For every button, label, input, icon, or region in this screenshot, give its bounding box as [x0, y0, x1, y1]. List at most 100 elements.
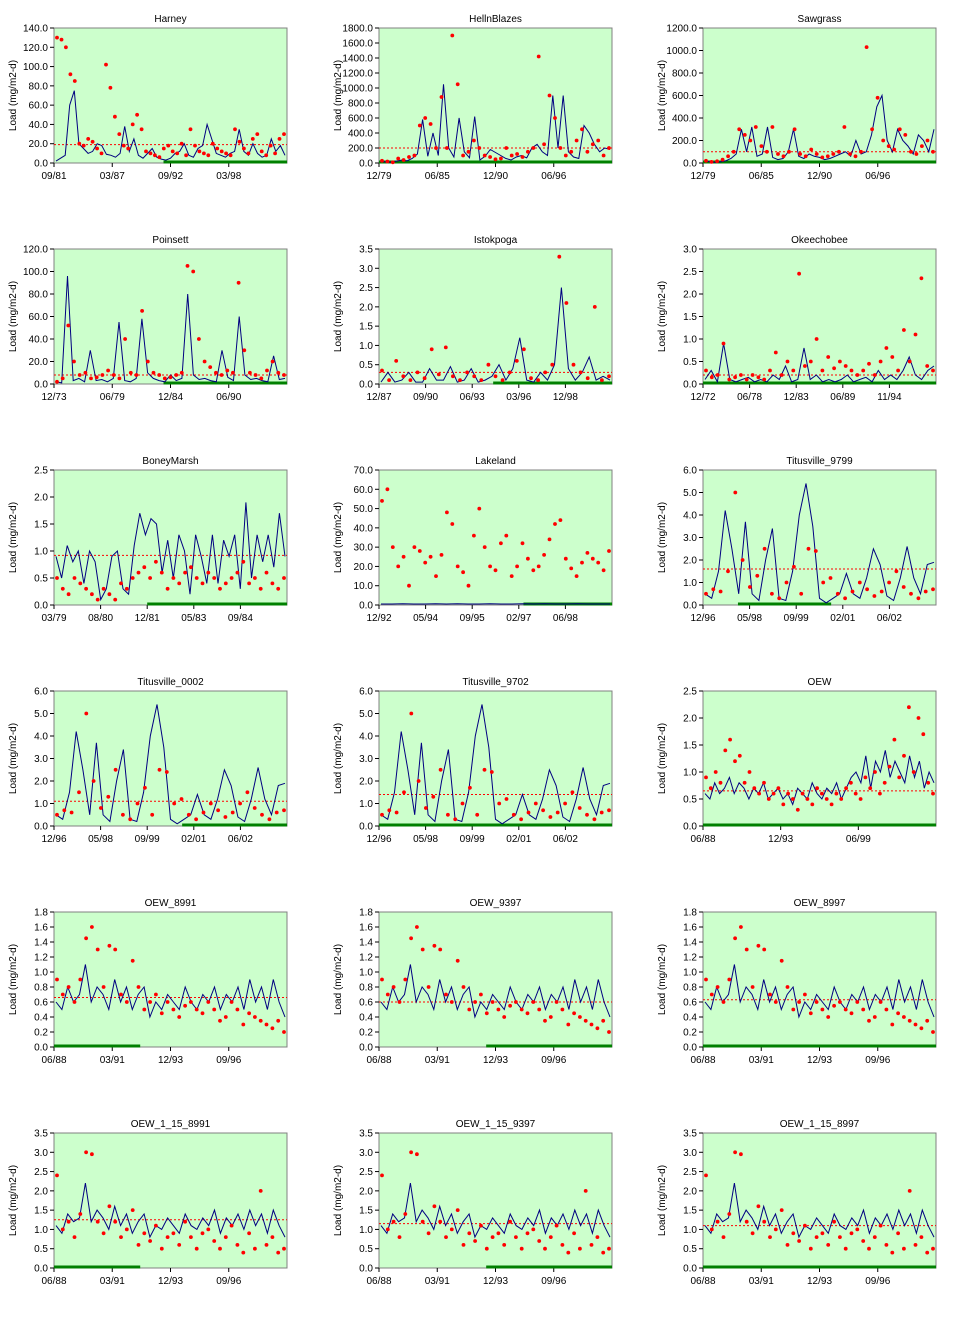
observed-data-point: [60, 992, 65, 997]
observed-data-point: [106, 794, 111, 799]
y-tick-label: 1.6: [683, 923, 697, 934]
observed-data-point: [726, 154, 730, 159]
observed-data-point: [490, 1235, 495, 1239]
observed-data-point: [189, 1000, 193, 1004]
x-tick-label: 12/96: [690, 613, 715, 624]
observed-data-point: [826, 1015, 831, 1019]
observed-data-point: [165, 586, 170, 591]
observed-data-point: [101, 586, 106, 591]
observed-data-point: [863, 775, 868, 780]
observed-data-point: [795, 807, 800, 812]
observed-data-point: [159, 1011, 164, 1016]
observed-data-point: [543, 1246, 547, 1251]
observed-data-point: [504, 146, 509, 150]
y-tick-label: 0.0: [34, 380, 48, 391]
observed-data-point: [855, 1227, 860, 1232]
chart-svg: HellnBlazes 0.0 200.0 400.0 600.0 800.0 1000.0…: [333, 14, 613, 182]
observed-data-point: [896, 368, 900, 373]
observed-data-point: [536, 564, 541, 569]
observed-data-point: [417, 123, 422, 128]
y-tick-label: 0.5: [683, 357, 697, 368]
observed-data-point: [99, 151, 104, 156]
observed-data-point: [438, 947, 443, 952]
x-tick-label: 06/78: [737, 392, 762, 403]
observed-data-point: [497, 801, 502, 806]
observed-data-point: [550, 362, 555, 367]
observed-data-point: [385, 1227, 390, 1232]
observed-data-point: [461, 570, 465, 575]
observed-data-point: [241, 1022, 246, 1027]
y-tick-label: 1.2: [683, 953, 697, 964]
observed-data-point: [569, 149, 574, 154]
observed-data-point: [892, 147, 897, 152]
observed-data-point: [154, 992, 158, 997]
x-tick-label: 09/96: [216, 1055, 241, 1066]
observed-data-point: [466, 583, 471, 588]
observed-data-point: [157, 767, 162, 772]
observed-data-point: [600, 378, 604, 382]
x-tick-label: 05/98: [413, 834, 438, 845]
y-tick-label: 1.5: [359, 322, 373, 333]
observed-data-point: [472, 533, 476, 538]
observed-data-point: [820, 155, 825, 160]
y-axis-label: Load (mg/m2-d): [657, 1165, 668, 1236]
y-tick-label: 2.5: [683, 267, 697, 278]
observed-data-point: [380, 368, 384, 373]
observed-data-point: [897, 127, 902, 132]
observed-data-point: [409, 711, 414, 716]
observed-data-point: [843, 1246, 848, 1251]
observed-data-point: [228, 153, 233, 158]
observed-data-point: [762, 1219, 767, 1224]
observed-data-point: [397, 1235, 402, 1239]
observed-data-point: [224, 151, 229, 156]
y-tick-label: 0.6: [34, 998, 48, 1009]
observed-data-point: [721, 1235, 726, 1239]
observed-data-point: [231, 370, 235, 375]
x-tick-label: 09/96: [216, 1276, 241, 1287]
observed-data-point: [878, 1000, 883, 1004]
observed-data-point: [607, 1246, 611, 1251]
observed-data-point: [875, 95, 880, 100]
y-tick-label: 100.0: [23, 62, 48, 73]
observed-data-point: [779, 958, 784, 963]
y-tick-label: 0.6: [683, 998, 697, 1009]
observed-data-point: [907, 1018, 912, 1023]
observed-data-point: [482, 545, 487, 549]
y-tick-label: 30.0: [354, 543, 374, 554]
observed-data-point: [439, 95, 444, 99]
observed-data-point: [216, 808, 221, 813]
observed-data-point: [843, 1007, 848, 1012]
observed-data-point: [145, 359, 150, 364]
observed-data-point: [839, 797, 844, 801]
x-tick-label: 06/89: [830, 392, 855, 403]
plot-area: [702, 911, 937, 1048]
observed-data-point: [529, 376, 533, 381]
observed-data-point: [130, 122, 135, 127]
chart-panel-oew_1_15_8997: OEW_1_15_8997 0.0 0.5 1.0 1.5 2.0 2.5 3.0 3.5 Loa…: [649, 1105, 969, 1315]
observed-data-point: [585, 149, 590, 154]
observed-data-point: [607, 146, 611, 150]
observed-data-point: [859, 149, 863, 154]
observed-data-point: [713, 770, 718, 774]
observed-data-point: [380, 1173, 384, 1178]
observed-data-point: [514, 1235, 518, 1239]
observed-data-point: [715, 1219, 720, 1224]
observed-data-point: [558, 146, 563, 150]
y-tick-label: 2.0: [359, 302, 373, 313]
observed-data-point: [499, 541, 503, 546]
y-tick-label: 70.0: [354, 466, 374, 477]
observed-data-point: [113, 114, 117, 119]
observed-data-point: [219, 149, 224, 154]
observed-data-point: [177, 581, 182, 586]
observed-data-point: [189, 565, 193, 570]
observed-data-point: [431, 794, 436, 799]
observed-data-point: [747, 770, 752, 774]
observed-data-point: [750, 1231, 755, 1236]
observed-data-point: [843, 364, 848, 368]
chart-svg: OEW_1_15_8997 0.0 0.5 1.0 1.5 2.0 2.5 3.0 3.5 Loa…: [657, 1119, 937, 1287]
observed-data-point: [113, 1219, 118, 1224]
plot-area: [53, 1132, 288, 1269]
observed-data-point: [148, 1000, 153, 1004]
y-tick-label: 3.0: [683, 533, 697, 544]
observed-data-point: [773, 350, 778, 355]
